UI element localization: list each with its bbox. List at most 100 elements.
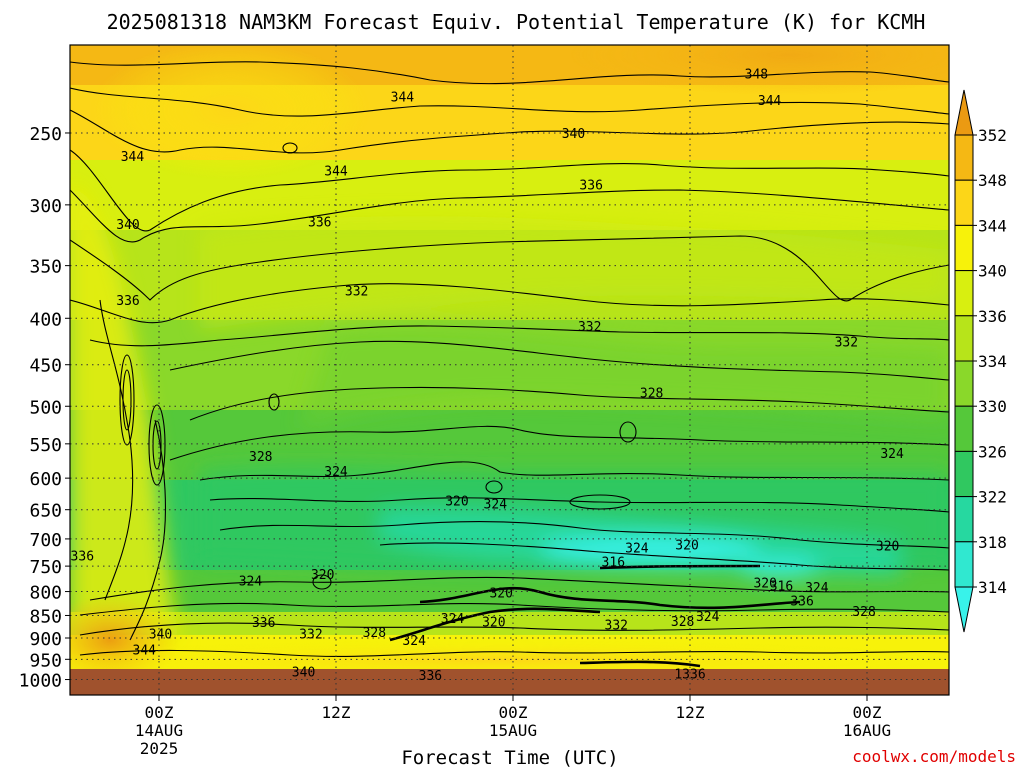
x-tick-label: 16AUG xyxy=(843,721,891,740)
y-tick-label: 900 xyxy=(29,629,62,650)
y-tick-label: 750 xyxy=(29,557,62,578)
contour-label: 320 xyxy=(753,577,776,592)
contour-label: 324 xyxy=(324,465,348,480)
x-tick-label: 12Z xyxy=(322,703,351,722)
contour-line xyxy=(70,149,949,232)
contour-ring xyxy=(619,421,637,443)
y-tick-label: 1000 xyxy=(19,671,62,692)
contour-label: 328 xyxy=(249,450,272,465)
plot-frame xyxy=(69,44,950,696)
contour-label: 320 xyxy=(445,494,468,509)
contour-label: 320 xyxy=(482,615,505,630)
contour-label: 340 xyxy=(149,628,172,643)
contour-ring xyxy=(282,142,298,154)
contour-label: 320 xyxy=(311,568,334,583)
contour-label: 336 xyxy=(252,616,275,631)
colorbar-label: 314 xyxy=(978,578,1007,597)
colorbar: 352 348 344 340 336 334 330 326 322 318 314 xyxy=(954,89,1007,633)
contour-label: 324 xyxy=(402,634,426,649)
y-tick-label: 400 xyxy=(29,309,62,330)
contour-line xyxy=(189,386,949,421)
contour-ring xyxy=(569,494,631,510)
contour-label: 344 xyxy=(121,150,145,165)
front-line xyxy=(579,660,701,668)
colorbar-label: 352 xyxy=(978,126,1007,145)
contour-label: 328 xyxy=(671,615,694,630)
contour-label: 316 xyxy=(770,580,793,595)
contour-label: 336 xyxy=(71,549,94,564)
contour-label: 328 xyxy=(640,387,663,402)
credit-text: coolwx.com/models xyxy=(852,747,1016,766)
contour-line xyxy=(70,235,949,302)
cyan-max-2 xyxy=(740,558,820,578)
contour-line xyxy=(79,602,949,616)
x-tick-label: 00Z xyxy=(145,703,174,722)
colorbar-swatch xyxy=(954,134,974,181)
contour-line xyxy=(79,622,949,636)
contour-line xyxy=(89,325,949,347)
colorbar-label: 348 xyxy=(978,171,1007,190)
orange-top-right xyxy=(570,45,949,95)
contour-label: 1336 xyxy=(674,668,705,683)
contour-label: 324 xyxy=(880,447,904,462)
contour-label: 320 xyxy=(489,587,512,602)
y-tick-label: 300 xyxy=(29,196,62,217)
contour-label: 332 xyxy=(835,335,858,350)
x-axis-label: Forecast Time (UTC) xyxy=(401,747,618,768)
contour-label: 328 xyxy=(852,605,875,620)
contour-label: 344 xyxy=(758,94,782,109)
colorbar-swatch xyxy=(954,360,974,407)
y-axis: 2503003504004505005506006507007508008509… xyxy=(19,124,70,692)
colorbar-top-triangle xyxy=(954,89,974,136)
colorbar-swatch xyxy=(954,496,974,543)
contour-line xyxy=(70,87,949,117)
y-tick-label: 650 xyxy=(29,501,62,522)
contour-line xyxy=(79,649,949,657)
contour-label: 324 xyxy=(625,541,649,556)
contour-line xyxy=(379,542,949,571)
contour-line xyxy=(169,340,949,381)
contour-label: 324 xyxy=(441,612,465,627)
contour-ring xyxy=(119,354,135,446)
colorbar-swatch xyxy=(954,179,974,226)
contour-label: 344 xyxy=(133,644,157,659)
y-tick-label: 450 xyxy=(29,356,62,377)
colorbar-swatch xyxy=(954,315,974,362)
cyan-max xyxy=(540,536,760,564)
contour-ring xyxy=(485,480,503,494)
colorbar-label: 330 xyxy=(978,397,1007,416)
surface-fill xyxy=(70,669,949,695)
contour-ring xyxy=(312,574,332,590)
contour-line xyxy=(169,425,949,461)
contour-line xyxy=(199,461,949,481)
colorbar-label: 322 xyxy=(978,488,1007,507)
colorbar-label: 344 xyxy=(978,216,1007,235)
orange-top-left xyxy=(90,45,370,180)
colorbar-swatch xyxy=(954,405,974,452)
contour-label: 324 xyxy=(239,575,263,590)
x-tick-label: 2025 xyxy=(140,739,179,758)
contour-label: 324 xyxy=(805,581,829,596)
contour-label: 332 xyxy=(578,320,601,335)
y-tick-label: 500 xyxy=(29,397,62,418)
contour-line xyxy=(129,419,166,641)
contour-label: 332 xyxy=(299,628,322,643)
y-tick-label: 350 xyxy=(29,257,62,278)
colorbar-label: 326 xyxy=(978,442,1007,461)
contour-label: 344 xyxy=(391,91,415,106)
colorbar-label: 336 xyxy=(978,307,1007,326)
x-tick-label: 14AUG xyxy=(135,721,183,740)
contour-label: 336 xyxy=(116,294,139,309)
colorbar-label: 318 xyxy=(978,533,1007,552)
colorbar-swatch xyxy=(954,224,974,272)
y-tick-label: 850 xyxy=(29,606,62,627)
contour-line xyxy=(70,109,949,154)
colorbar-label: 334 xyxy=(978,352,1007,371)
contour-line xyxy=(219,521,949,549)
contour-ring xyxy=(152,420,162,470)
front-line xyxy=(389,607,601,642)
